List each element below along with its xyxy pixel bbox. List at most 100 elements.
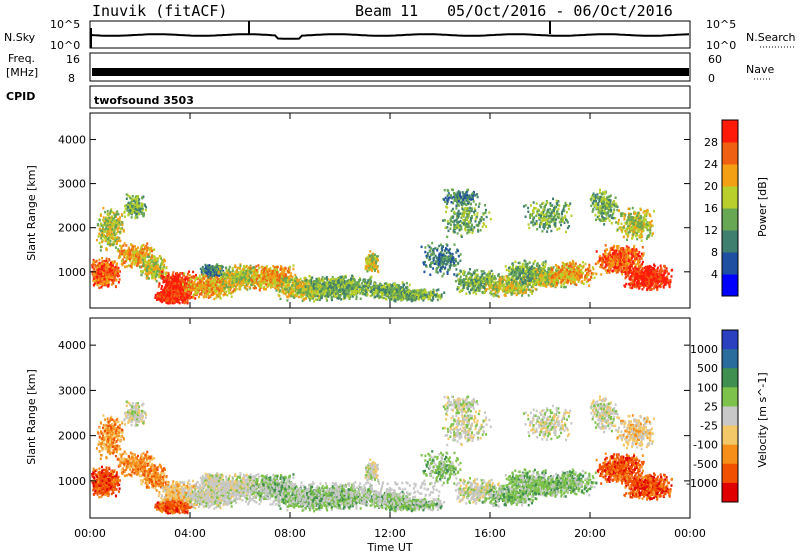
- date-range: 05/Oct/2016 - 06/Oct/2016: [447, 2, 673, 20]
- power-cell: [179, 279, 181, 282]
- power-cell: [226, 269, 228, 272]
- power-cell: [200, 281, 202, 284]
- power-cell: [337, 297, 339, 300]
- power-cell: [104, 284, 106, 287]
- power-cell: [171, 281, 173, 284]
- power-cell: [281, 275, 283, 278]
- power-cell: [96, 267, 98, 270]
- power-cell: [164, 272, 166, 275]
- power-cell: [115, 246, 117, 249]
- nave-bottom-tick: 0: [708, 72, 715, 85]
- power-cell: [173, 297, 175, 300]
- power-cell: [114, 274, 116, 277]
- power-cell: [211, 288, 213, 291]
- power-cell: [257, 264, 259, 267]
- power-cell: [114, 237, 116, 240]
- power-cell: [146, 270, 148, 273]
- power-cell: [172, 288, 174, 291]
- power-cell: [131, 205, 133, 208]
- power-cell: [152, 275, 154, 278]
- power-cell: [168, 287, 170, 290]
- power-cell: [159, 272, 161, 275]
- power-cell: [191, 289, 193, 292]
- power-cell: [289, 266, 291, 269]
- power-cell: [176, 272, 178, 275]
- power-cell: [183, 287, 185, 290]
- power-cell: [311, 293, 313, 296]
- power-cell: [210, 274, 212, 277]
- power-cell: [194, 281, 196, 284]
- power-cell: [341, 276, 343, 279]
- power-cell: [108, 226, 110, 229]
- power-cell: [229, 271, 231, 274]
- power-cell: [313, 285, 315, 288]
- power-cell: [162, 277, 164, 280]
- power-cell: [366, 281, 368, 284]
- nave-label: Nave: [746, 63, 774, 76]
- power-cell: [173, 275, 175, 278]
- power-cell: [364, 283, 366, 286]
- power-cell: [355, 281, 357, 284]
- power-cell: [99, 275, 101, 278]
- power-cell: [208, 281, 210, 284]
- power-cell: [186, 288, 188, 291]
- nsearch-bottom-tick: 10^0: [706, 39, 736, 52]
- power-cell: [213, 278, 215, 281]
- freq-trace: [92, 68, 689, 76]
- power-cell: [226, 274, 228, 277]
- power-cell: [326, 277, 328, 280]
- power-cell: [282, 290, 284, 293]
- freq-top-tick: 16: [66, 53, 80, 66]
- power-cell: [277, 288, 279, 291]
- power-cell: [361, 282, 363, 285]
- nsky-label: N.Sky: [4, 31, 36, 44]
- power-cell: [225, 293, 227, 296]
- power-cell: [286, 288, 288, 291]
- power-cell: [312, 291, 314, 294]
- power-cell: [287, 284, 289, 287]
- power-cell: [356, 290, 358, 293]
- power-cell: [313, 300, 315, 303]
- power-cell: [219, 292, 221, 295]
- power-cell: [346, 286, 348, 289]
- power-cell: [140, 205, 142, 208]
- power-cell: [333, 278, 335, 281]
- power-cell: [245, 270, 247, 273]
- power-cell: [249, 267, 251, 270]
- power-cell: [124, 210, 126, 213]
- power-cell: [167, 293, 169, 296]
- power-cell: [218, 285, 220, 288]
- power-cell: [221, 288, 223, 291]
- power-cell: [346, 280, 348, 283]
- power-cell: [111, 274, 113, 277]
- power-cell: [141, 196, 143, 199]
- power-cell: [342, 292, 344, 295]
- power-data: [91, 188, 673, 304]
- power-cell: [140, 270, 142, 273]
- power-cell: [264, 267, 266, 270]
- power-cell: [322, 290, 324, 293]
- power-cell: [107, 220, 109, 223]
- nsky-trace: [92, 34, 689, 39]
- power-cell: [203, 295, 205, 298]
- power-cell: [110, 262, 112, 265]
- power-cell: [204, 276, 206, 279]
- power-cell: [179, 302, 181, 305]
- power-cell: [351, 287, 353, 290]
- power-cell: [126, 193, 128, 196]
- power-cell: [309, 294, 311, 297]
- power-cell: [149, 256, 151, 259]
- power-cell: [105, 273, 107, 276]
- power-cell: [133, 251, 135, 254]
- power-cell: [99, 242, 101, 245]
- power-cell: [253, 275, 255, 278]
- power-cell: [113, 241, 115, 244]
- power-cell: [119, 231, 121, 234]
- power-cell: [106, 233, 108, 236]
- power-cell: [328, 291, 330, 294]
- power-cell: [153, 268, 155, 271]
- power-cell: [377, 270, 379, 273]
- power-cell: [100, 249, 102, 252]
- power-cell: [112, 237, 114, 240]
- power-cell: [205, 267, 207, 270]
